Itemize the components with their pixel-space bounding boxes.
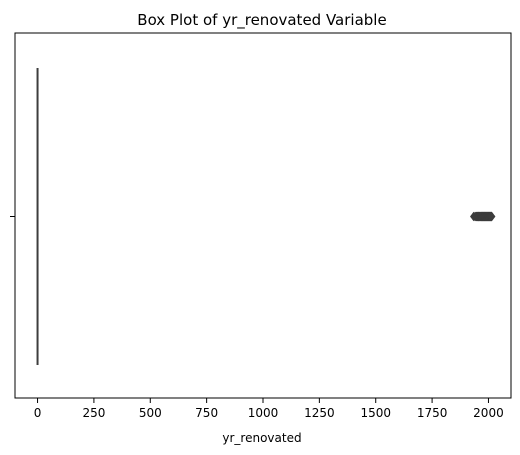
x-tick-label: 750 <box>195 406 218 420</box>
x-tick-label: 500 <box>139 406 162 420</box>
x-tick-label: 1000 <box>248 406 279 420</box>
chart-title: Box Plot of yr_renovated Variable <box>137 11 386 30</box>
x-tick-label: 2000 <box>473 406 504 420</box>
plot-frame <box>14 32 512 399</box>
x-tick-label: 250 <box>82 406 105 420</box>
x-tick-label: 1750 <box>417 406 448 420</box>
x-tick-label: 1250 <box>304 406 335 420</box>
outlier-marker <box>488 211 496 222</box>
x-tick-label: 1500 <box>360 406 391 420</box>
x-tick-label: 0 <box>34 406 42 420</box>
x-axis-label: yr_renovated <box>222 431 301 445</box>
outliers <box>469 211 496 222</box>
x-axis: 0 250 500 750 1000 1250 1500 1750 2000 <box>34 398 504 420</box>
